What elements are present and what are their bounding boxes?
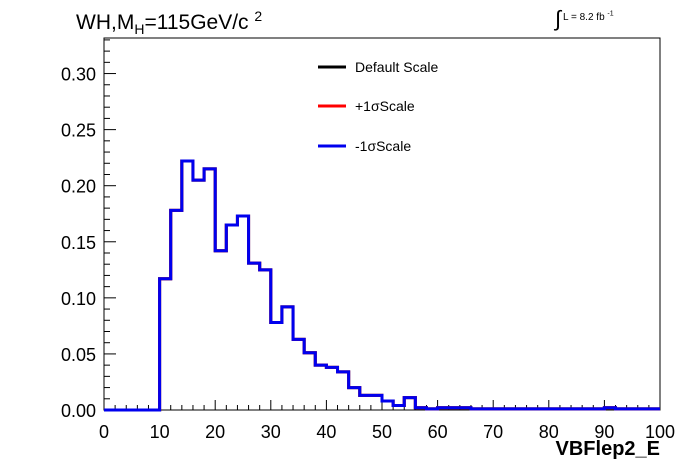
y-tick-label: 0.10: [61, 289, 96, 309]
plot-frame: [103, 37, 661, 411]
y-tick-label: 0.15: [61, 233, 96, 253]
series-line-1: [104, 159, 660, 412]
x-tick-label: 40: [316, 422, 336, 442]
y-tick-label: 0.25: [61, 121, 96, 141]
y-tick-label: 0.00: [61, 401, 96, 421]
x-tick-label: 80: [539, 422, 559, 442]
x-axis-title: VBFlep2_E: [555, 438, 660, 460]
x-tick-label: 90: [594, 422, 614, 442]
x-tick-label: 30: [261, 422, 281, 442]
luminosity-exponent: -1: [607, 10, 614, 18]
integral-symbol: ∫: [555, 6, 562, 31]
title-superscript: 2: [254, 8, 263, 24]
y-tick-label: 0.30: [61, 65, 96, 85]
x-tick-label: 70: [483, 422, 503, 442]
series-line-0: [104, 159, 660, 412]
x-tick-label: 60: [428, 422, 448, 442]
legend-label: Default Scale: [355, 59, 438, 75]
title-main-text: =115GeV/c: [144, 11, 249, 34]
title-prefix: WH,M: [76, 11, 135, 34]
legend-label: -1σScale: [355, 138, 411, 154]
luminosity-text: L = 8.2 fb: [563, 12, 605, 23]
x-tick-label: 50: [372, 422, 392, 442]
luminosity-label: ∫ L = 8.2 fb -1: [555, 8, 614, 30]
series-line-2: [104, 159, 660, 412]
x-tick-label: 20: [205, 422, 225, 442]
title-subscript: H: [134, 21, 145, 38]
x-tick-label: 10: [150, 422, 170, 442]
x-tick-label: 100: [645, 422, 675, 442]
y-tick-label: 0.20: [61, 177, 96, 197]
x-tick-label: 0: [99, 422, 109, 442]
legend-label: +1σScale: [355, 98, 415, 114]
chart-title: WH,MH=115GeV/c 2: [76, 8, 262, 37]
y-tick-label: 0.05: [61, 345, 96, 365]
